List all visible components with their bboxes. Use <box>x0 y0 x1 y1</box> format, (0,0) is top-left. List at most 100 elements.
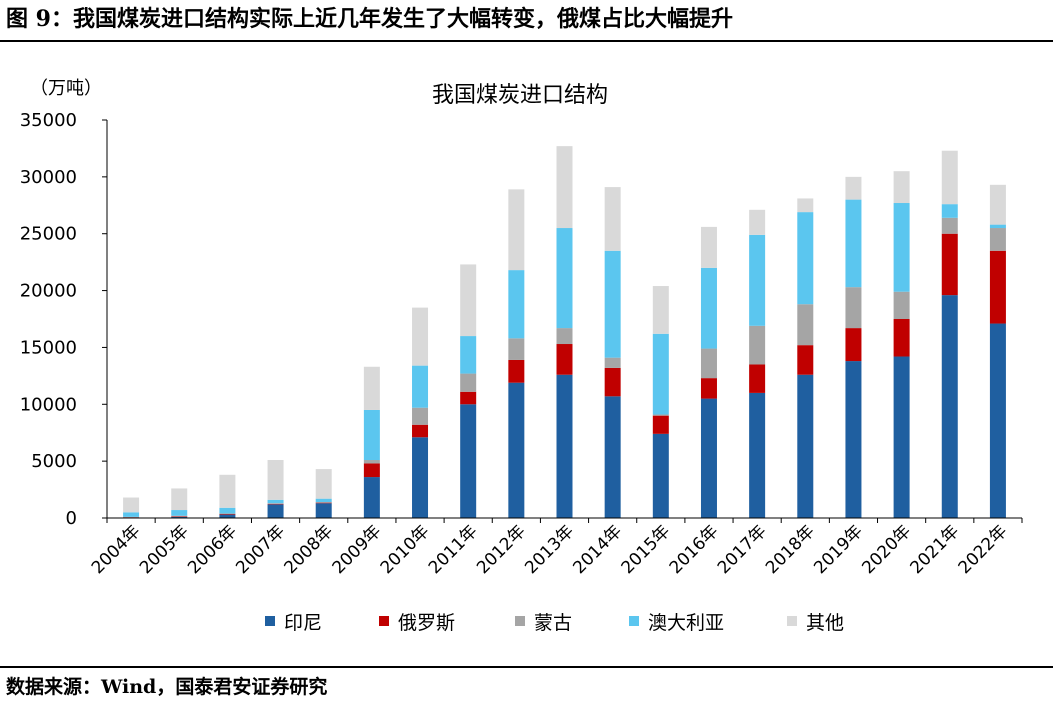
y-tick-label: 10000 <box>20 394 77 415</box>
bar-segment <box>267 503 284 505</box>
bar-segment <box>989 228 1006 251</box>
bar-segment <box>797 374 814 518</box>
x-tick-label: 2012年 <box>473 521 530 578</box>
bar-segment <box>749 325 766 365</box>
bar-segment <box>989 323 1006 518</box>
bar-segment <box>845 176 862 200</box>
bar-segment <box>363 460 380 464</box>
bar-segment <box>460 373 477 392</box>
bar-segment <box>267 460 284 500</box>
x-tick-label: 2010年 <box>377 521 434 578</box>
legend-label: 澳大利亚 <box>648 611 725 634</box>
x-tick-label: 2017年 <box>714 521 771 578</box>
bar-segment <box>556 374 573 518</box>
bar-segment <box>893 171 910 204</box>
bar-segment <box>797 212 814 305</box>
chart-title: 我国煤炭进口结构 <box>432 83 608 108</box>
bar-segment <box>797 304 814 346</box>
chart-legend: 印尼 俄罗斯 蒙古 澳大利亚 其他 <box>0 606 1053 636</box>
bar-segment <box>460 404 477 518</box>
bar-segment <box>989 184 1006 225</box>
x-tick-label: 2019年 <box>810 521 867 578</box>
bar-segment <box>700 348 717 379</box>
bar-segment <box>604 367 621 397</box>
legend-swatch <box>265 616 275 626</box>
bar-segment <box>171 516 188 518</box>
bar-segment <box>893 356 910 518</box>
bar-segment <box>508 189 525 271</box>
y-tick-label: 0 <box>66 508 77 529</box>
legend-swatch <box>787 616 797 626</box>
bar-segment <box>893 319 910 357</box>
bar-segment <box>123 497 140 513</box>
bar-segment <box>460 264 477 337</box>
y-axis-unit-label: （万吨） <box>30 78 102 99</box>
bottom-rule <box>0 666 1053 668</box>
bar-segment <box>508 359 525 383</box>
bar-segment <box>604 396 621 518</box>
x-tick-label: 2021年 <box>907 521 964 578</box>
bar-segment <box>267 504 284 518</box>
bar-segment <box>700 226 717 268</box>
bar-segment <box>604 357 621 368</box>
x-tick-label: 2006年 <box>184 521 241 578</box>
bar-segment <box>652 286 669 334</box>
bar-segment <box>797 345 814 375</box>
x-axis: 2004年2005年2006年2007年2008年2009年2010年2011年… <box>88 517 1023 578</box>
x-tick-label: 2014年 <box>569 521 626 578</box>
bar-segment <box>171 488 188 511</box>
bar-segment <box>556 228 573 329</box>
x-tick-label: 2016年 <box>666 521 723 578</box>
bar-segment <box>460 391 477 405</box>
source-note: 数据来源：Wind，国泰君安证券研究 <box>6 676 328 698</box>
x-tick-label: 2011年 <box>425 521 482 578</box>
y-tick-label: 15000 <box>20 337 77 358</box>
bar-segment <box>219 507 236 514</box>
bar-segment <box>700 267 717 349</box>
bar-segment <box>315 502 332 504</box>
legend-item: 蒙古 <box>515 606 572 636</box>
bar-segment <box>315 502 332 503</box>
y-tick-label: 30000 <box>20 167 77 188</box>
bar-segment <box>749 209 766 235</box>
legend-label: 蒙古 <box>534 611 573 634</box>
x-tick-label: 2018年 <box>762 521 819 578</box>
x-tick-label: 2008年 <box>280 521 337 578</box>
top-rule <box>0 40 1053 42</box>
bar-segment <box>219 514 236 518</box>
bar-segment <box>700 398 717 518</box>
bar-segment <box>412 407 429 425</box>
bar-segment <box>219 514 236 515</box>
y-tick-label: 35000 <box>20 110 77 131</box>
x-tick-label: 2007年 <box>232 521 289 578</box>
bar-segment <box>123 512 140 517</box>
bar-segment <box>412 365 429 408</box>
bar-segment <box>267 503 284 504</box>
bar-segment <box>508 338 525 360</box>
bar-segment <box>845 361 862 518</box>
bar-segment <box>171 516 188 517</box>
bar-segment <box>652 433 669 518</box>
bars-group <box>123 146 1006 518</box>
bar-segment <box>989 250 1006 324</box>
bar-segment <box>749 234 766 326</box>
bar-segment <box>315 469 332 499</box>
bar-segment <box>700 378 717 399</box>
y-tick-label: 5000 <box>31 451 77 472</box>
x-tick-label: 2020年 <box>858 521 915 578</box>
legend-swatch <box>629 616 639 626</box>
bar-segment <box>749 392 766 518</box>
bar-segment <box>941 204 958 218</box>
bar-segment <box>893 291 910 319</box>
bar-segment <box>363 409 380 461</box>
bar-segment <box>652 333 669 415</box>
bar-segment <box>604 187 621 251</box>
bar-segment <box>989 224 1006 229</box>
legend-item: 俄罗斯 <box>379 606 455 636</box>
bar-segment <box>363 366 380 410</box>
bar-segment <box>941 217 958 234</box>
bar-segment <box>315 498 332 503</box>
legend-item: 澳大利亚 <box>629 606 724 636</box>
x-tick-label: 2015年 <box>618 521 675 578</box>
bar-segment <box>652 414 669 416</box>
